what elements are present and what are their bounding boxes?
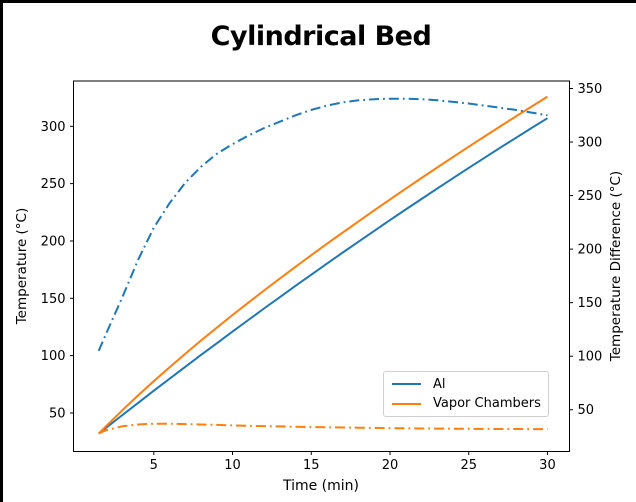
legend-line-sample [392,383,421,386]
series-vapor-chambers-temperature [97,95,549,435]
series-vapor-chambers-temperature-difference [98,422,548,435]
y-tick-label-left: 250 [41,177,66,192]
y-tick-label-left: 300 [41,120,66,135]
x-tick-label: 5 [150,458,158,473]
y-tick-label-right: 150 [578,296,603,311]
y-tick-label-right: 50 [578,403,595,418]
plot-area: 5 10 15 20 25 30 50 100 150 200 250 300 50 100 150 200 2… [41,80,603,473]
y-tick-label-left: 50 [49,406,66,421]
y-tick-label-left: 150 [41,292,66,307]
legend-label: Vapor Chambers [433,396,541,412]
y-tick-label-left: 200 [41,234,66,249]
y-axis-label-left: Temperature (°C) [14,207,30,325]
y-tick-label-right: 300 [578,136,603,151]
y-tick-label-left: 100 [41,349,66,364]
y-tick-label-right: 350 [578,82,603,97]
x-tick-label: 30 [539,458,556,473]
y-tick-label-right: 200 [578,243,603,258]
x-axis-label: Time (min) [282,478,360,494]
x-tick-label: 20 [382,458,399,473]
x-tick-label: 15 [303,458,320,473]
legend-line-sample [392,402,421,405]
legend-label: Al [433,376,446,392]
x-tick-label: 25 [460,458,477,473]
x-tick-label: 10 [224,458,241,473]
legend-item: Vapor Chambers [392,395,541,413]
y-tick-label-right: 250 [578,189,603,204]
axes-frame [73,80,570,452]
y-axis-label-right: Temperature Difference (°C) [608,170,624,362]
legend: Al Vapor Chambers [383,371,549,417]
series-al-temperature-difference [97,97,548,352]
y-tick-label-right: 100 [578,350,603,365]
series-al-temperature [98,117,549,435]
legend-item: Al [392,375,540,393]
chart-title: Cylindrical Bed [210,21,432,52]
